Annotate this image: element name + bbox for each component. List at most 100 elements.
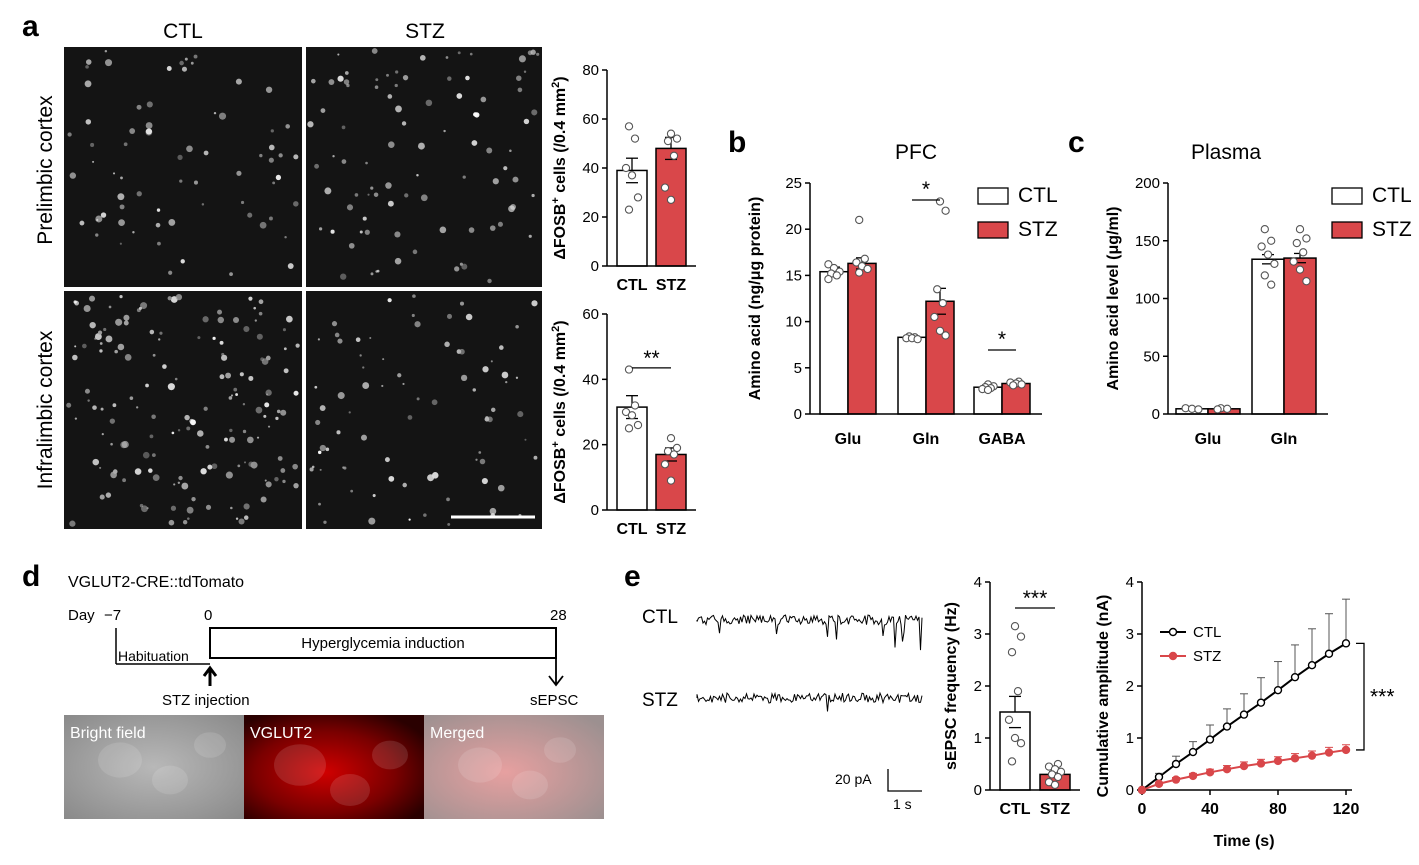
micrograph-cell	[323, 520, 327, 524]
bar	[847, 262, 877, 415]
cell-blob	[152, 765, 188, 795]
data-point	[1007, 648, 1017, 657]
micrograph-cell	[151, 414, 156, 420]
micrograph-cell	[401, 121, 407, 126]
micrograph-cell	[267, 425, 271, 428]
micrograph-cell	[242, 403, 246, 406]
micrograph-cell	[213, 111, 217, 115]
micrograph-cell	[395, 105, 402, 113]
micrograph-cell	[247, 212, 253, 218]
y-tick-label: 2	[1126, 678, 1134, 695]
micrograph-cell	[337, 75, 344, 82]
micrograph-cell	[104, 49, 108, 53]
y-tick-label: 15	[785, 267, 802, 284]
micrograph-cell	[381, 384, 384, 388]
micrograph-cell	[74, 300, 79, 306]
micrograph-cell	[229, 436, 236, 443]
micrograph-cell	[221, 352, 225, 356]
micrograph-cell	[337, 53, 340, 56]
micrograph-cell	[394, 231, 401, 238]
chart-sepsc-frequency: 0 1 2 3 4 CTL STZ *** sEPSC frequency (Hz)	[943, 574, 1080, 818]
y-axis-label: ΔFOSB+ cells (/0.4 mm2)	[550, 320, 569, 503]
micrograph-cell	[114, 349, 118, 354]
micrograph-cell	[253, 306, 257, 310]
micrograph-cell	[292, 463, 298, 470]
micrograph-cell	[480, 96, 487, 103]
data-point	[630, 401, 640, 410]
x-tick-label: 80	[1269, 801, 1287, 818]
y-tick-label: 150	[1135, 233, 1160, 250]
micrograph-cell	[108, 305, 112, 309]
micrograph-cell	[516, 75, 522, 81]
micrograph-cell	[394, 257, 402, 265]
micrograph-cell	[284, 235, 287, 239]
micrograph-cell	[388, 475, 395, 482]
micrograph-cell	[167, 296, 172, 301]
micrograph-cell	[471, 140, 478, 146]
micrograph-cell	[461, 263, 468, 270]
micrograph-cell	[462, 175, 466, 179]
micrograph-cell	[202, 316, 209, 323]
micrograph-cell	[217, 316, 225, 324]
micrograph-cell	[344, 71, 349, 75]
stz-injection-arrow-icon	[202, 665, 218, 686]
micrograph-cell	[348, 242, 355, 249]
cell-blob	[330, 774, 370, 806]
micrograph-cell	[518, 55, 526, 63]
y-tick-label: 40	[582, 371, 599, 388]
micrograph-cell	[314, 385, 318, 389]
trace-ctl	[696, 613, 923, 651]
micrograph-cell	[412, 249, 418, 255]
y-tick-label: 50	[1143, 348, 1160, 365]
micrograph-cell	[404, 193, 409, 198]
micrograph-cell	[123, 320, 129, 326]
micrograph-cell	[239, 372, 244, 377]
micrograph-cell	[425, 99, 433, 107]
micrograph-cell	[67, 132, 72, 137]
micrograph-cell	[168, 519, 175, 526]
micrograph-cell	[72, 354, 78, 361]
micrograph-cell	[364, 229, 370, 235]
micrograph-cell	[187, 517, 190, 520]
micrograph-cell	[416, 174, 419, 177]
micrograph-cell	[420, 194, 428, 202]
bar	[925, 300, 955, 415]
micrograph-cell	[359, 230, 363, 234]
micrograph-cell	[528, 234, 532, 238]
data-point	[666, 195, 676, 204]
micrograph-cell	[460, 374, 468, 382]
micrograph-cell	[191, 496, 196, 502]
micrograph-cell	[193, 54, 198, 59]
micrograph-cell	[374, 85, 379, 89]
micrograph-cell	[359, 354, 362, 357]
micrograph-cell	[181, 482, 189, 490]
micrograph-cell	[174, 377, 178, 381]
micrograph-cell	[100, 212, 107, 218]
micrograph-cell	[118, 219, 125, 227]
data-point	[1273, 756, 1283, 766]
micrograph-cell	[83, 304, 91, 313]
micrograph-cell	[331, 321, 338, 327]
y-axis-label: Cumulative amplitude (nA)	[1095, 595, 1112, 798]
data-point	[669, 450, 679, 459]
data-point	[930, 312, 939, 322]
significance-marker: *	[922, 178, 930, 201]
micrograph-cell	[205, 504, 212, 510]
data-point	[1007, 757, 1017, 766]
legend-swatch	[977, 221, 1009, 239]
micrograph-cell	[384, 457, 390, 463]
significance-marker: *	[998, 328, 1006, 351]
y-tick-label: 20	[785, 221, 802, 238]
micrograph-cell	[184, 414, 190, 421]
legend-label: STZ	[1372, 218, 1412, 241]
micrograph-cell	[369, 337, 372, 340]
y-tick-label: 20	[582, 209, 599, 226]
micrograph-cell	[123, 142, 128, 147]
micrograph-cell	[447, 76, 452, 81]
micrograph-cell	[168, 270, 173, 275]
micrograph-cell	[109, 418, 116, 424]
micrograph-cell	[101, 433, 104, 436]
micrograph-cell	[100, 407, 104, 411]
trace-label-stz: STZ	[642, 690, 678, 711]
trace-scale-bar	[887, 769, 922, 792]
